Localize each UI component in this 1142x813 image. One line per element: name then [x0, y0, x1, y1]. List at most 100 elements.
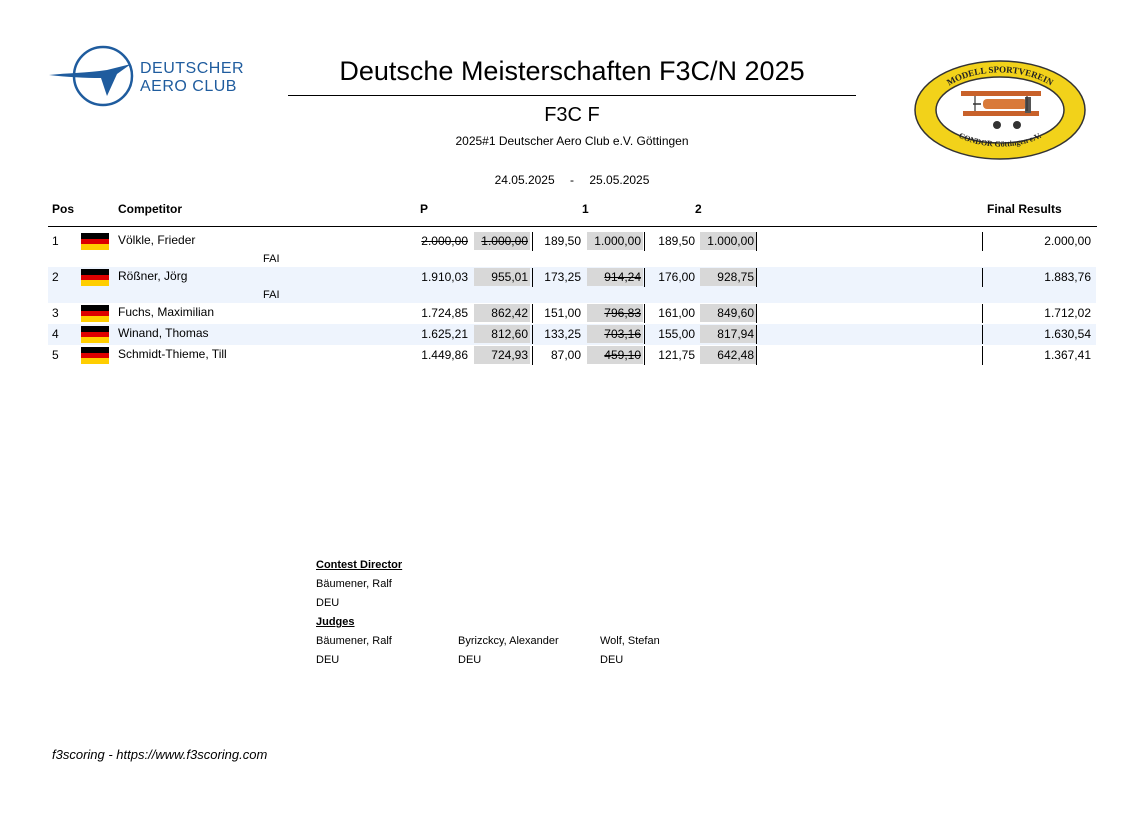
score-round1-raw: 151,00	[544, 306, 581, 320]
score-round1-normalized: 703,16	[587, 325, 643, 343]
date-separator: -	[570, 173, 574, 187]
position: 5	[52, 348, 59, 362]
column-divider	[644, 232, 645, 251]
score-round2-normalized: 849,60	[700, 304, 756, 322]
judge-country: DEU	[458, 654, 482, 666]
contest-director-name: Bäumener, Ralf	[316, 578, 392, 590]
table-row: 1 Völkle, Frieder FAI 2.000,00 1.000,00 189,5…	[48, 231, 1096, 267]
table-row: 2 Rößner, Jörg FAI 1.910,03 955,01 173,25 914,…	[48, 267, 1096, 303]
position: 2	[52, 270, 59, 284]
score-prelim-raw: 1.449,86	[421, 348, 468, 362]
score-round2-normalized: 642,48	[700, 346, 756, 364]
column-divider	[982, 268, 983, 287]
table-row: 4 Winand, Thomas 1.625,21 812,60 133,25 703,1…	[48, 324, 1096, 345]
score-round2-raw: 189,50	[658, 234, 695, 248]
score-prelim-normalized: 862,42	[474, 304, 530, 322]
position: 3	[52, 306, 59, 320]
score-round1-normalized: 796,83	[587, 304, 643, 322]
score-round2-raw: 155,00	[658, 327, 695, 341]
flag-germany-icon	[81, 347, 109, 364]
flag-germany-icon	[81, 269, 109, 286]
column-divider	[532, 304, 533, 323]
score-round1-normalized: 914,24	[587, 268, 643, 286]
score-round1-normalized: 1.000,00	[587, 232, 643, 250]
score-round2-raw: 176,00	[658, 270, 695, 284]
club-logo: MODELL SPORTVEREIN CONDOR Göttingen e.V.	[913, 59, 1087, 161]
flag-germany-icon	[81, 326, 109, 343]
column-divider	[756, 304, 757, 323]
judges-heading: Judges	[316, 616, 355, 628]
col-header-p: P	[420, 202, 429, 216]
judge-country: DEU	[600, 654, 624, 666]
org-name-line1: DEUTSCHER	[140, 60, 245, 77]
score-prelim-raw: 1.625,21	[421, 327, 468, 341]
column-divider	[756, 325, 757, 344]
score-round1-raw: 173,25	[544, 270, 581, 284]
column-divider	[756, 346, 757, 365]
score-prelim-normalized: 812,60	[474, 325, 530, 343]
judge-country: DEU	[316, 654, 340, 666]
column-divider	[532, 268, 533, 287]
score-round2-raw: 121,75	[658, 348, 695, 362]
final-result: 1.367,41	[1044, 348, 1091, 362]
competitor-name: Schmidt-Thieme, Till	[118, 347, 227, 361]
score-prelim-normalized: 955,01	[474, 268, 530, 286]
score-prelim-normalized: 724,93	[474, 346, 530, 364]
score-prelim-raw: 2.000,00	[421, 234, 468, 248]
contest-director-heading: Contest Director	[316, 559, 403, 571]
flag-germany-icon	[81, 305, 109, 322]
score-round1-raw: 189,50	[544, 234, 581, 248]
score-round1-normalized: 459,10	[587, 346, 643, 364]
col-header-pos: Pos	[52, 202, 75, 216]
date-from: 24.05.2025	[494, 173, 555, 187]
column-divider	[644, 268, 645, 287]
column-divider	[644, 304, 645, 323]
score-round1-raw: 87,00	[550, 348, 581, 362]
position: 1	[52, 234, 59, 248]
competitor-name: Fuchs, Maximilian	[118, 305, 215, 319]
col-header-round2: 2	[695, 202, 702, 216]
col-header-round1: 1	[582, 202, 589, 216]
contest-dates: 24.05.2025 - 25.05.2025	[288, 173, 856, 187]
table-row: 5 Schmidt-Thieme, Till 1.449,86 724,93 87,00…	[48, 345, 1096, 366]
column-divider	[532, 325, 533, 344]
judge-name: Byrizckcy, Alexander	[458, 635, 559, 647]
page-title: Deutsche Meisterschaften F3C/N 2025	[339, 56, 805, 86]
column-divider	[982, 346, 983, 365]
score-round2-raw: 161,00	[658, 306, 695, 320]
fai-label: FAI	[263, 289, 280, 301]
column-divider	[644, 325, 645, 344]
org-name-line2: AERO CLUB	[140, 78, 237, 95]
header-divider	[48, 226, 1097, 227]
condor-club-logo-icon: MODELL SPORTVEREIN CONDOR Göttingen e.V.	[914, 60, 1086, 160]
column-divider	[982, 325, 983, 344]
score-round2-normalized: 928,75	[700, 268, 756, 286]
flag-germany-icon	[81, 233, 109, 250]
column-divider	[756, 232, 757, 251]
score-prelim-normalized: 1.000,00	[474, 232, 530, 250]
column-divider	[532, 346, 533, 365]
column-divider	[982, 304, 983, 323]
judge-name: Wolf, Stefan	[600, 635, 660, 647]
contest-director-country: DEU	[316, 597, 340, 609]
column-divider	[532, 232, 533, 251]
column-divider	[756, 268, 757, 287]
fai-label: FAI	[263, 253, 280, 265]
table-row: 3 Fuchs, Maximilian 1.724,85 862,42 151,00 79…	[48, 303, 1096, 324]
dac-logo-icon	[49, 45, 134, 107]
column-divider	[982, 232, 983, 251]
class-name: F3C F	[544, 104, 600, 126]
final-result: 1.883,76	[1044, 270, 1091, 284]
competitor-name: Rößner, Jörg	[118, 269, 188, 283]
judge-name: Bäumener, Ralf	[316, 635, 392, 647]
date-to: 25.05.2025	[589, 173, 650, 187]
position: 4	[52, 327, 59, 341]
final-result: 1.712,02	[1044, 306, 1091, 320]
title-underline	[288, 95, 856, 96]
score-prelim-raw: 1.910,03	[421, 270, 468, 284]
final-result: 1.630,54	[1044, 327, 1091, 341]
competitor-name: Völkle, Frieder	[118, 233, 196, 247]
score-round1-raw: 133,25	[544, 327, 581, 341]
competitor-name: Winand, Thomas	[118, 326, 209, 340]
final-result: 2.000,00	[1044, 234, 1091, 248]
